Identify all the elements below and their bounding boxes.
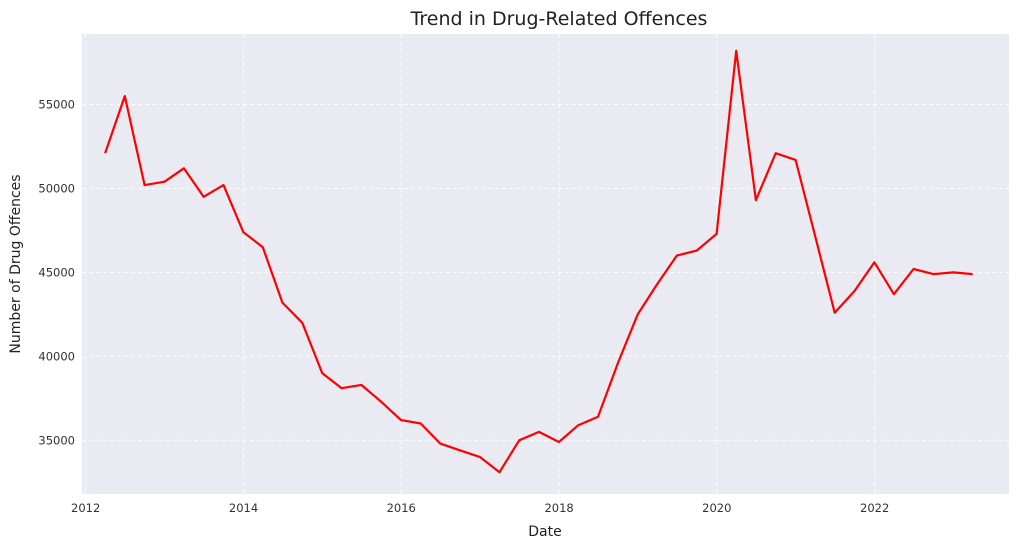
plot-area [82,34,1009,494]
y-tick-label: 50000 [38,181,75,195]
x-tick-label: 2020 [702,501,731,515]
series-group [104,49,973,474]
y-axis-label: Number of Drug Offences [8,174,24,353]
y-tick-label: 40000 [38,349,75,363]
x-tick-label: 2012 [71,501,100,515]
y-tick-label: 55000 [38,98,75,112]
x-axis-label: Date [528,524,561,540]
chart-title: Trend in Drug-Related Offences [410,8,708,30]
x-axis: 2012 2014 2016 2018 2020 2022 [71,501,889,515]
x-tick-label: 2016 [387,501,416,515]
y-tick-label: 45000 [38,265,75,279]
grid [82,34,1009,494]
y-axis: 35000 40000 45000 50000 55000 [38,98,75,448]
x-tick-label: 2014 [229,501,258,515]
series-line [104,49,973,474]
x-tick-label: 2018 [544,501,573,515]
x-tick-label: 2022 [860,501,889,515]
y-tick-label: 35000 [38,433,75,447]
